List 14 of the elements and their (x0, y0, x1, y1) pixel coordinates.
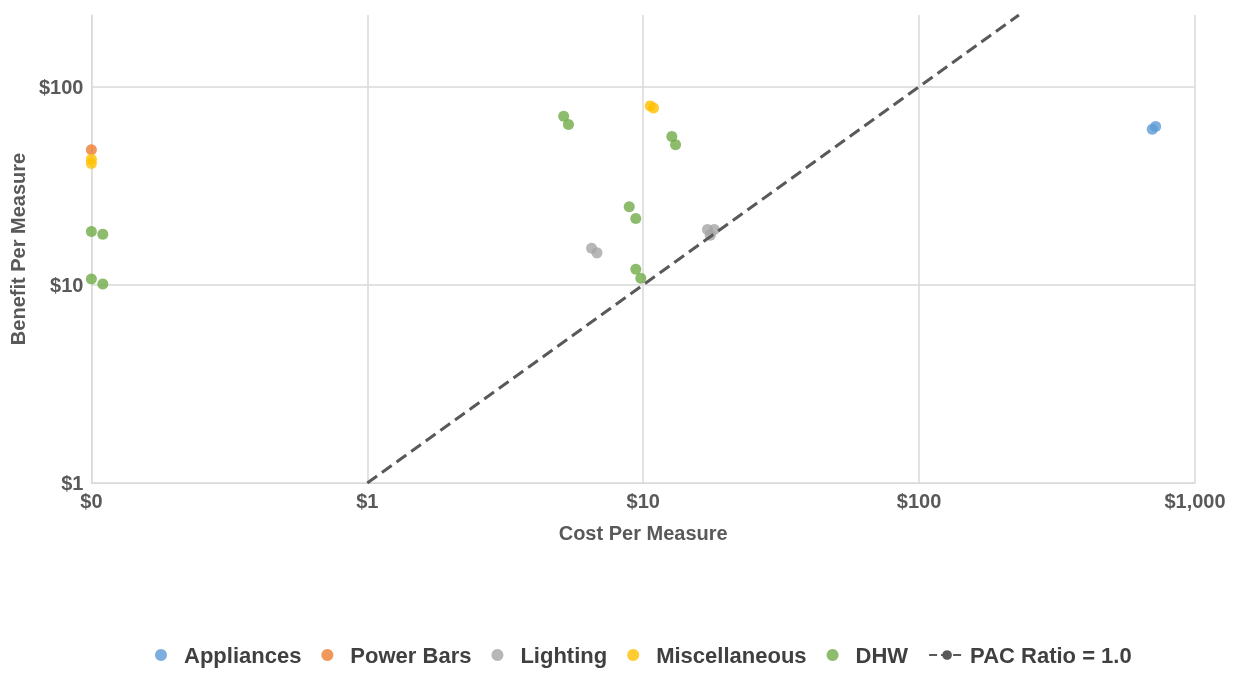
x-tick-label: $100 (896, 490, 942, 512)
y-tick-label: $10 (50, 273, 84, 296)
y-axis-title: Benefit Per Measure (7, 152, 29, 346)
legend-label: Miscellaneous (656, 642, 807, 668)
y-tick-label: $100 (38, 75, 84, 98)
legend-label: Appliances (184, 642, 302, 668)
legend-label: PAC Ratio = 1.0 (970, 642, 1132, 668)
legend-label: Lighting (520, 642, 608, 668)
legend-label: Power Bars (350, 642, 472, 668)
x-tick-label: $1 (356, 490, 379, 512)
x-tick-label: $10 (626, 490, 660, 512)
x-tick-label: $1,000 (1164, 490, 1226, 512)
x-axis-title: Cost Per Measure (558, 522, 728, 544)
legend-label: DHW (855, 642, 909, 668)
